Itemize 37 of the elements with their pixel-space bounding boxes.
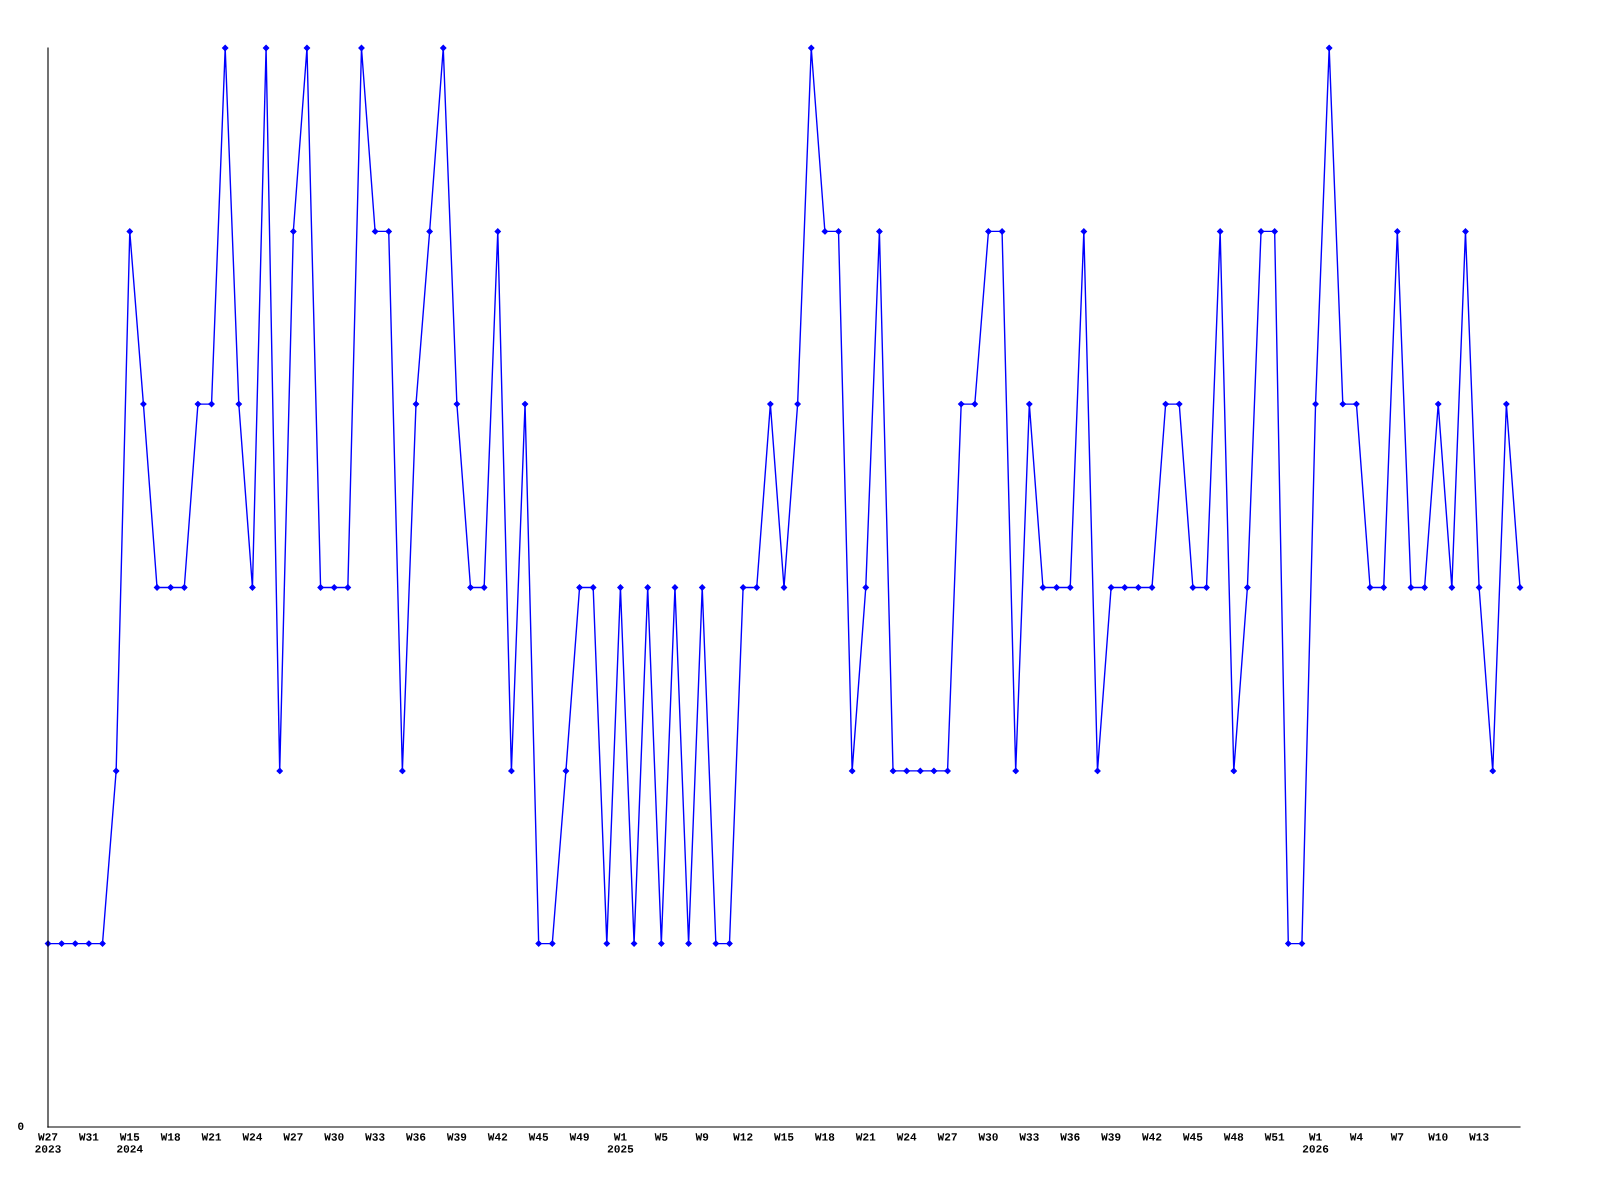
x-tick-label: W45	[1182, 1133, 1203, 1141]
x-tick-label: W30	[324, 1133, 344, 1141]
x-tick-label: W33	[365, 1133, 385, 1141]
x-tick-label: W39	[1101, 1133, 1121, 1141]
x-tick-label: W9	[695, 1133, 709, 1141]
x-tick-label: W13	[1469, 1133, 1489, 1141]
text: 0	[18, 1122, 24, 1130]
x-tick-label: W4	[1349, 1133, 1363, 1141]
x-tick-label: W42	[1142, 1133, 1162, 1141]
x-tick-label: W36	[406, 1133, 426, 1141]
x-tick-label: W10	[1428, 1133, 1448, 1141]
x-tick-label: W49	[569, 1133, 589, 1141]
x-tick-label: W27	[937, 1133, 957, 1141]
x-tick-label: W12	[733, 1133, 753, 1141]
x-tick-label: W33	[1019, 1133, 1039, 1141]
x-tick-label: W31	[78, 1133, 99, 1141]
x-tick-label: W7	[1390, 1133, 1404, 1141]
x-tick-label: W15 2024	[117, 1133, 143, 1153]
x-tick-label: W1 2026	[1302, 1133, 1329, 1153]
x-tick-label: W48	[1223, 1133, 1244, 1141]
x-tick-label: W51	[1264, 1133, 1285, 1141]
x-tick-label: W39	[446, 1133, 467, 1141]
x-tick-label: W36	[1060, 1133, 1080, 1141]
x-tick-label: W24	[242, 1133, 263, 1141]
x-tick-label: W30	[978, 1133, 998, 1141]
x-tick-label: W5	[654, 1133, 668, 1141]
x-tick-label: W27	[283, 1133, 303, 1141]
x-tick-label: W18	[160, 1133, 181, 1141]
x-tick-label: W15	[774, 1133, 794, 1141]
x-tick-label: W24	[896, 1133, 917, 1141]
x-tick-label: W21	[855, 1133, 876, 1141]
x-tick-label: W27 2023	[35, 1133, 61, 1153]
x-tick-label: W21	[201, 1133, 222, 1141]
x-tick-label: W42	[487, 1133, 508, 1141]
x-tick-label: W1 2025	[607, 1133, 634, 1153]
x-tick-label: W45	[528, 1133, 549, 1141]
x-tick-label: W18	[814, 1133, 835, 1141]
